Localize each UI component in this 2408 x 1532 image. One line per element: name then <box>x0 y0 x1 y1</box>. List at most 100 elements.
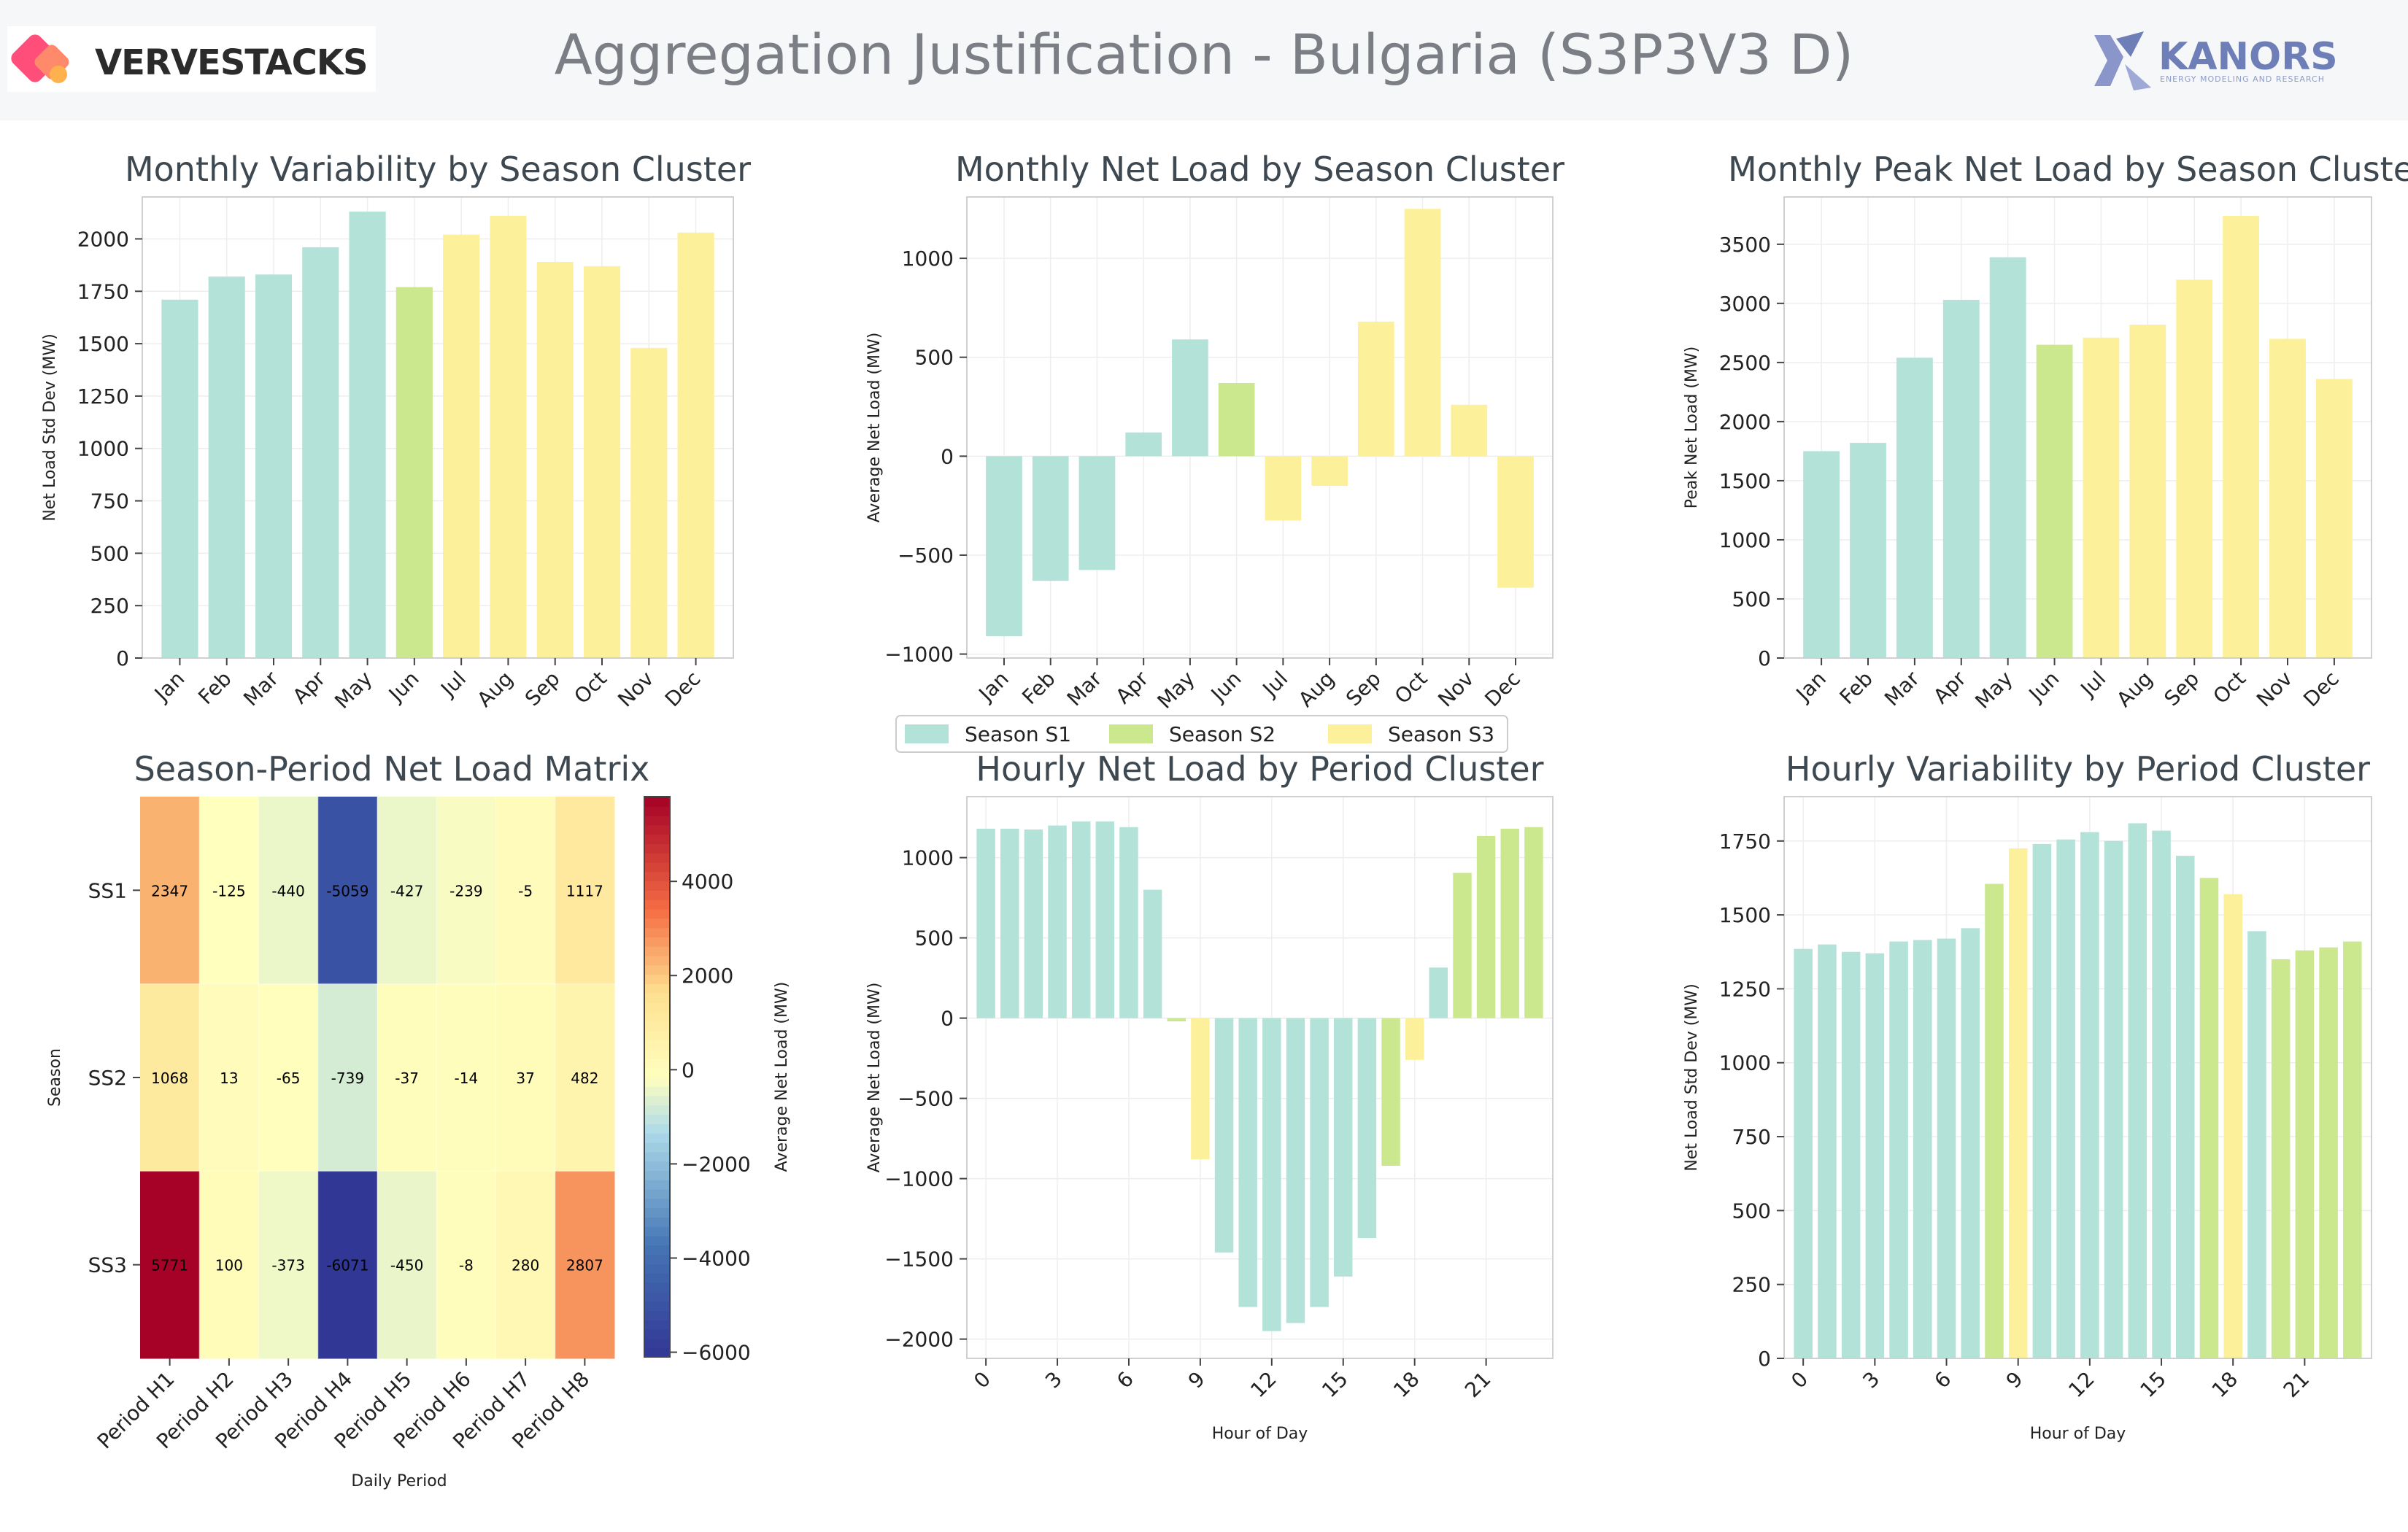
bar-20 <box>1453 873 1472 1018</box>
bar-4 <box>1889 941 1908 1358</box>
y-tick-label: 1500 <box>1719 903 1771 927</box>
colorbar-segment <box>644 992 670 1003</box>
x-tick-label: Nov <box>613 667 658 712</box>
y-tick-label: 1000 <box>902 247 954 271</box>
y-tick-label: 1750 <box>1719 829 1771 854</box>
colorbar-segment <box>644 1114 670 1124</box>
kanors-logo-icon <box>2094 31 2151 90</box>
bar-22 <box>1500 829 1519 1018</box>
heatmap-cell <box>436 983 496 1172</box>
y-axis-label: Net Load Std Dev (MW) <box>41 333 59 521</box>
heatmap-cell <box>436 1171 496 1359</box>
heatmap-cell <box>495 797 556 985</box>
heatmap-cell <box>317 983 378 1172</box>
x-tick-label: 15 <box>2135 1367 2171 1403</box>
bar-apr <box>1125 432 1162 457</box>
bar-23 <box>1524 827 1543 1018</box>
heatmap-cell <box>317 797 378 985</box>
colorbar-segment <box>644 1179 670 1190</box>
bar-may <box>349 212 386 658</box>
x-tick-label: Jun <box>1205 667 1246 708</box>
colorbar-segment <box>644 1170 670 1180</box>
bar-14 <box>2128 823 2147 1358</box>
bar-20 <box>2271 959 2291 1358</box>
plot-frame <box>966 796 1554 1359</box>
colorbar-tick-label: −4000 <box>682 1246 751 1270</box>
heatmap-cell-label: -6071 <box>326 1257 368 1274</box>
bar-sep <box>536 262 574 658</box>
heatmap-cell <box>555 1171 615 1359</box>
colorbar-segment <box>644 1282 670 1293</box>
colorbar-tick-label: 2000 <box>682 964 733 988</box>
colorbar-segment <box>644 1319 670 1330</box>
bar-1 <box>1818 944 1837 1358</box>
x-tick-label: 6 <box>1112 1367 1138 1393</box>
heatmap-cell-label: -65 <box>277 1069 301 1087</box>
bar-oct <box>2223 215 2260 658</box>
colorbar-segment <box>644 1226 670 1237</box>
colorbar-segment <box>644 824 670 835</box>
y-tick-label: 500 <box>1732 587 1771 611</box>
colorbar-segment <box>644 1272 670 1283</box>
heatmap-cell <box>436 797 496 985</box>
bar-9 <box>2008 848 2028 1358</box>
colorbar-segment <box>644 983 670 994</box>
heatmap-cell-label: 2347 <box>151 882 188 900</box>
heatmap-cell-label: -125 <box>212 882 245 900</box>
legend-item-label: Season S2 <box>1169 722 1276 746</box>
chart-title: Season-Period Net Load Matrix <box>134 749 650 789</box>
bar-jun <box>2036 344 2073 658</box>
bar-15 <box>1334 1018 1353 1277</box>
heatmap-cell <box>377 797 437 985</box>
heatmap-cell-label: -427 <box>390 882 423 900</box>
x-tick-label: Jul <box>435 667 471 703</box>
colorbar-segment <box>644 1264 670 1274</box>
x-tick-label: 21 <box>1460 1367 1496 1403</box>
heatmap-cell-label: -14 <box>455 1069 479 1087</box>
colorbar-segment <box>644 1039 670 1050</box>
chart-title: Hourly Variability by Period Cluster <box>1786 749 2370 789</box>
x-tick-label: Nov <box>2252 667 2297 712</box>
x-tick-label: May <box>1970 667 2017 713</box>
colorbar-segment <box>644 1030 670 1040</box>
bar-2 <box>1024 829 1043 1018</box>
heatmap-cell-label: 100 <box>215 1257 243 1274</box>
chart-monthly-peak: Monthly Peak Net Load by Season Cluster 0… <box>1683 150 2408 713</box>
legend-item-label: Season S3 <box>1388 722 1494 746</box>
chart-monthly-variability: Monthly Variability by Season Cluster 0 25… <box>41 150 751 713</box>
bar-8 <box>1167 1018 1186 1021</box>
bar-jan <box>986 456 1022 637</box>
heatmap-cell-label: -239 <box>449 882 482 900</box>
colorbar-segment <box>644 908 670 919</box>
bar-18 <box>1405 1018 1424 1060</box>
page-title: Aggregation Justification - Bulgaria (S3… <box>554 22 1854 87</box>
colorbar-segment <box>644 1328 670 1339</box>
x-tick-label: Jun <box>2023 667 2064 708</box>
colorbar-segment <box>644 1142 670 1153</box>
chart-monthly-net-load: Monthly Net Load by Season Cluster −1000 −… <box>865 150 1564 713</box>
bar-0 <box>976 829 995 1018</box>
vervestacks-logo: VERVESTACKS <box>7 26 376 92</box>
heatmap-cell <box>555 983 615 1172</box>
bar-11 <box>1238 1018 1257 1307</box>
x-tick-label: Sep <box>1341 667 1386 711</box>
colorbar-segment <box>644 1048 670 1059</box>
y-tick-label: 1000 <box>902 846 954 870</box>
colorbar-segment <box>644 918 670 929</box>
colorbar-segment <box>644 871 670 882</box>
colorbar-segment <box>644 1095 670 1106</box>
bar-12 <box>1262 1018 1281 1331</box>
x-tick-label: 18 <box>1389 1367 1424 1403</box>
x-tick-label: Mar <box>239 666 283 711</box>
x-tick-label: Aug <box>1294 667 1339 712</box>
bar-sep <box>2176 279 2213 658</box>
x-tick-label: 3 <box>1858 1367 1884 1393</box>
x-tick-label: Aug <box>2112 667 2157 712</box>
x-tick-label: Jul <box>2075 667 2111 703</box>
heatmap-cell-label: -37 <box>395 1069 419 1087</box>
heatmap-cell-label: 37 <box>516 1069 534 1087</box>
plot-frame <box>1783 796 2372 1359</box>
x-tick-label: Feb <box>1835 667 1878 709</box>
x-tick-label: 12 <box>1246 1367 1281 1403</box>
bar-7 <box>1961 928 1980 1358</box>
